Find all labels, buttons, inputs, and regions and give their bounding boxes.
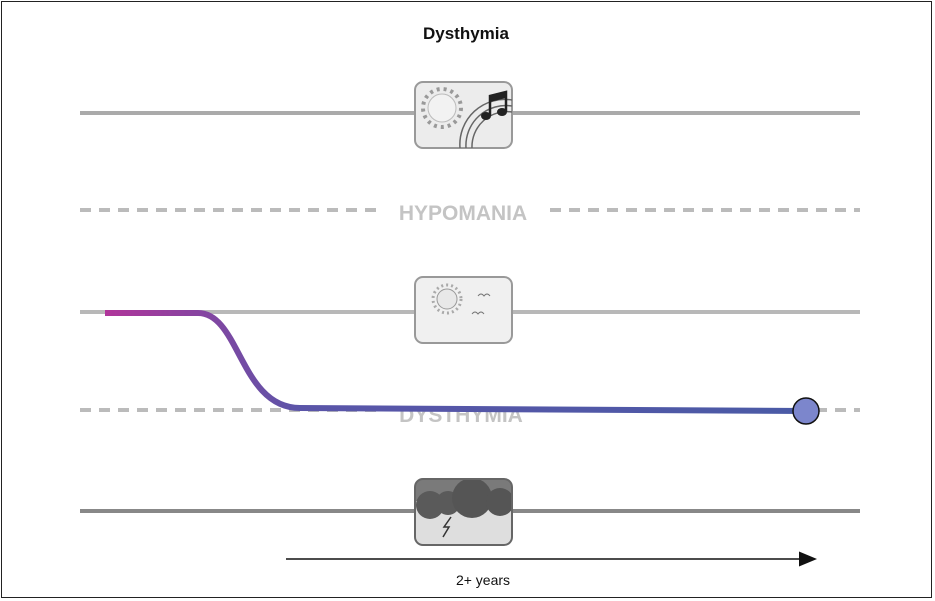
diagram-title: Dysthymia (423, 24, 510, 43)
storm-cloud-icon (414, 478, 513, 546)
time-label: 2+ years (456, 572, 510, 588)
sun-and-music-icon (414, 81, 513, 149)
current-mood-marker (792, 397, 820, 425)
sun-and-birds-icon (414, 276, 513, 344)
hypomania-label: HYPOMANIA (399, 202, 527, 225)
mood-trajectory-line (105, 310, 806, 414)
